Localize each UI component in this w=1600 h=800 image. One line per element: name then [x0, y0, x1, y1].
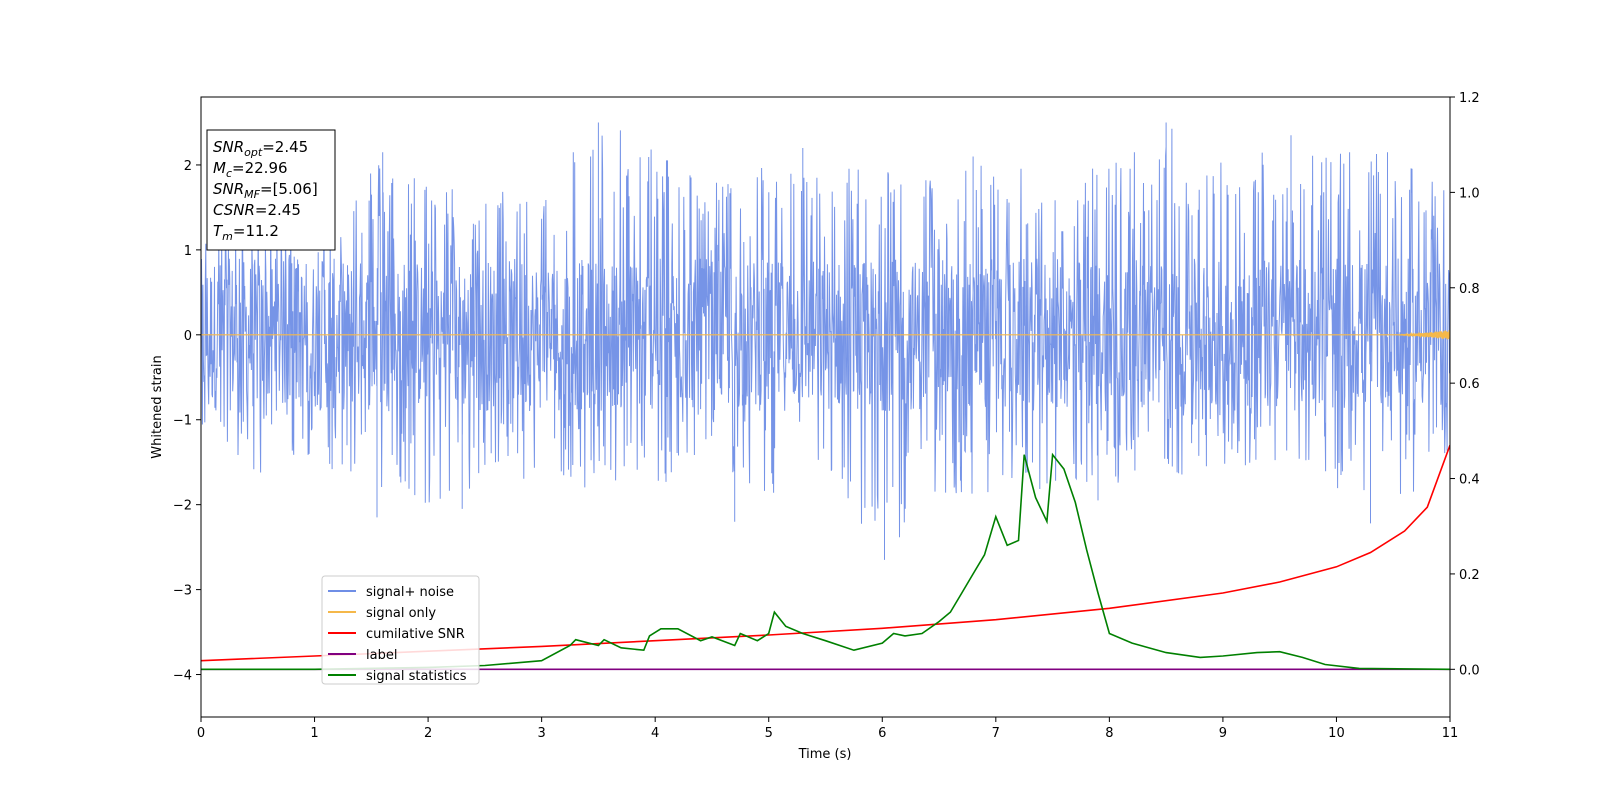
x-axis-label: Time (s): [798, 747, 852, 762]
legend-label-signal-noise: signal+ noise: [366, 585, 454, 600]
x-tick-label: 7: [992, 726, 1000, 741]
x-tick-label: 0: [197, 726, 205, 741]
legend-label-signal-only: signal only: [366, 606, 436, 621]
info-box-line: SNRMF=[5.06]: [213, 180, 318, 201]
legend-frame: [321, 575, 480, 685]
y-right-tick-label: 0.4: [1459, 473, 1480, 488]
info-box-line: SNRopt=2.45: [213, 138, 308, 159]
y-right-tick-label: 1.2: [1459, 91, 1480, 106]
x-tick-label: 8: [1105, 726, 1113, 741]
legend-label-signal-statistics: signal statistics: [366, 669, 467, 684]
y-left-tick-label: 2: [184, 159, 192, 174]
y-axis-label-left: Whitened strain: [150, 355, 165, 458]
info-box-line: CSNR=2.45: [213, 201, 301, 219]
info-box: SNRopt=2.45Mc=22.96SNRMF=[5.06]CSNR=2.45…: [206, 129, 336, 251]
x-tick-label: 4: [651, 726, 659, 741]
x-tick-label: 2: [424, 726, 432, 741]
y-left-tick-label: 1: [184, 244, 192, 259]
y-right-tick-label: 0.0: [1459, 663, 1480, 678]
y-right-tick-label: 0.8: [1459, 282, 1480, 297]
y-left-tick-label: −3: [173, 584, 192, 599]
y-left-tick-label: −2: [173, 499, 192, 514]
x-tick-label: 3: [537, 726, 545, 741]
x-tick-label: 10: [1328, 726, 1345, 741]
legend: signal+ noise signal only cumilative SNR la…: [321, 575, 480, 685]
x-tick-label: 6: [878, 726, 886, 741]
legend-label-label: label: [366, 648, 397, 663]
y-left-tick-label: −4: [173, 669, 192, 684]
y-left-tick-label: 0: [184, 329, 192, 344]
y-right-tick-label: 0.6: [1459, 377, 1480, 392]
series-signal-noise-line: [201, 122, 1450, 560]
info-box-line: Tm=11.2: [213, 222, 279, 243]
info-box-line: Mc=22.96: [213, 159, 288, 180]
plot-area-frame: [200, 96, 1451, 718]
x-tick-label: 5: [765, 726, 773, 741]
axes-layer: 0 1 2 3 4 5 6 7 8 9 10 11 −4 −3 −2 −1 0 1 2 0.0 0.2 0.4 0.6 0.8…: [173, 91, 1480, 741]
series-cumilative-snr-line: [201, 444, 1450, 662]
x-tick-label: 9: [1219, 726, 1227, 741]
y-left-tick-label: −1: [173, 414, 192, 429]
y-right-tick-label: 1.0: [1459, 186, 1480, 201]
x-tick-label: 1: [310, 726, 318, 741]
y-right-tick-label: 0.2: [1459, 568, 1480, 583]
series-signal-statistics-line: [201, 452, 1450, 671]
x-tick-label: 11: [1442, 726, 1459, 741]
legend-label-cumilative-snr: cumilative SNR: [366, 627, 465, 642]
series-signal-only-line: [201, 330, 1450, 340]
info-box-frame: [206, 129, 336, 251]
